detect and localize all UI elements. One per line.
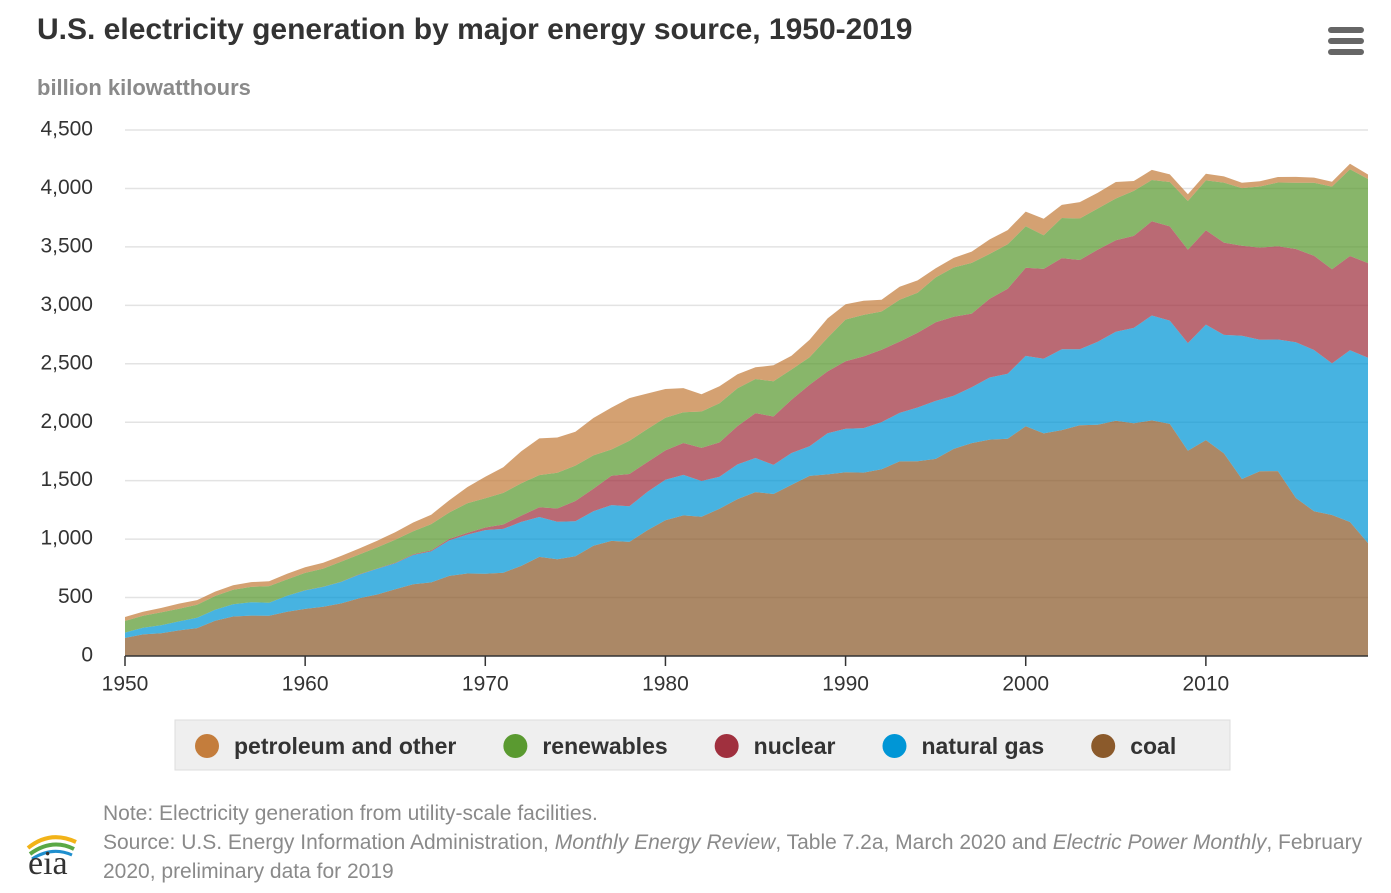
legend-box — [174, 719, 1231, 771]
x-tick-label: 2010 — [1183, 673, 1230, 696]
legend-label: renewables — [542, 733, 667, 759]
logo-text: eia — [28, 845, 68, 882]
footer: Note: Electricity generation from utilit… — [103, 799, 1378, 886]
y-tick-label: 0 — [81, 644, 93, 667]
legend-swatch — [195, 734, 219, 758]
logo: eia — [26, 835, 77, 882]
area — [125, 420, 1368, 656]
menu-button[interactable] — [1328, 27, 1364, 55]
menu-bar — [1328, 49, 1364, 55]
x-tick-label: 1990 — [822, 673, 869, 696]
logo-arc — [31, 849, 73, 861]
x-tick-label: 1980 — [642, 673, 689, 696]
axes: 0 500 1,000 1,500 2,000 2,500 3,000 3,500 4,000 4… — [40, 118, 1368, 696]
y-tick-label: 3,000 — [40, 293, 93, 316]
legend-swatch — [882, 734, 907, 758]
legend-label: coal — [1130, 733, 1176, 759]
source-text: Monthly Energy Review — [554, 831, 776, 854]
y-tick-label: 3,500 — [40, 234, 93, 257]
y-tick-label: 500 — [58, 585, 93, 608]
x-tick-label: 2000 — [1002, 673, 1049, 696]
legend-swatch — [1091, 734, 1116, 758]
x-tick-label: 1970 — [462, 673, 509, 696]
legend-label: petroleum and other — [234, 733, 456, 759]
legend-label: natural gas — [921, 733, 1044, 759]
y-tick-label: 4,000 — [40, 176, 93, 199]
area — [125, 169, 1368, 633]
y-tick-label: 1,000 — [40, 527, 93, 550]
note: Note: Electricity generation from utilit… — [103, 802, 598, 825]
source-text: Source: U.S. Energy Information Administ… — [103, 831, 555, 854]
source-text: , February 2020, preliminary data for 20… — [103, 831, 1363, 883]
chart-title: U.S. electricity generation by major ene… — [37, 13, 912, 46]
logo-arc — [28, 842, 75, 856]
source-text: , Table 7.2a, March 2020 and — [775, 831, 1053, 854]
source-text: Electric Power Monthly — [1052, 831, 1267, 854]
area — [125, 315, 1368, 638]
areas — [125, 163, 1368, 656]
x-tick-label: 1950 — [102, 673, 149, 696]
legend-swatch — [503, 734, 528, 758]
menu-bar — [1328, 27, 1364, 33]
menu-bar — [1328, 38, 1364, 44]
grid — [125, 129, 1368, 599]
legend: petroleum and other renewables nuclear natu… — [195, 733, 1176, 759]
y-tick-label: 2,000 — [40, 410, 93, 433]
x-tick-label: 1960 — [282, 673, 329, 696]
y-axis-unit: billion kilowatthours — [37, 75, 251, 100]
y-tick-label: 4,500 — [40, 118, 93, 141]
legend-swatch — [714, 734, 739, 758]
y-tick-label: 1,500 — [40, 468, 93, 491]
legend-label: nuclear — [754, 733, 836, 759]
area — [125, 221, 1368, 633]
logo-arc — [26, 835, 77, 850]
y-tick-label: 2,500 — [40, 351, 93, 374]
source: Source: U.S. Energy Information Administ… — [103, 828, 1378, 886]
